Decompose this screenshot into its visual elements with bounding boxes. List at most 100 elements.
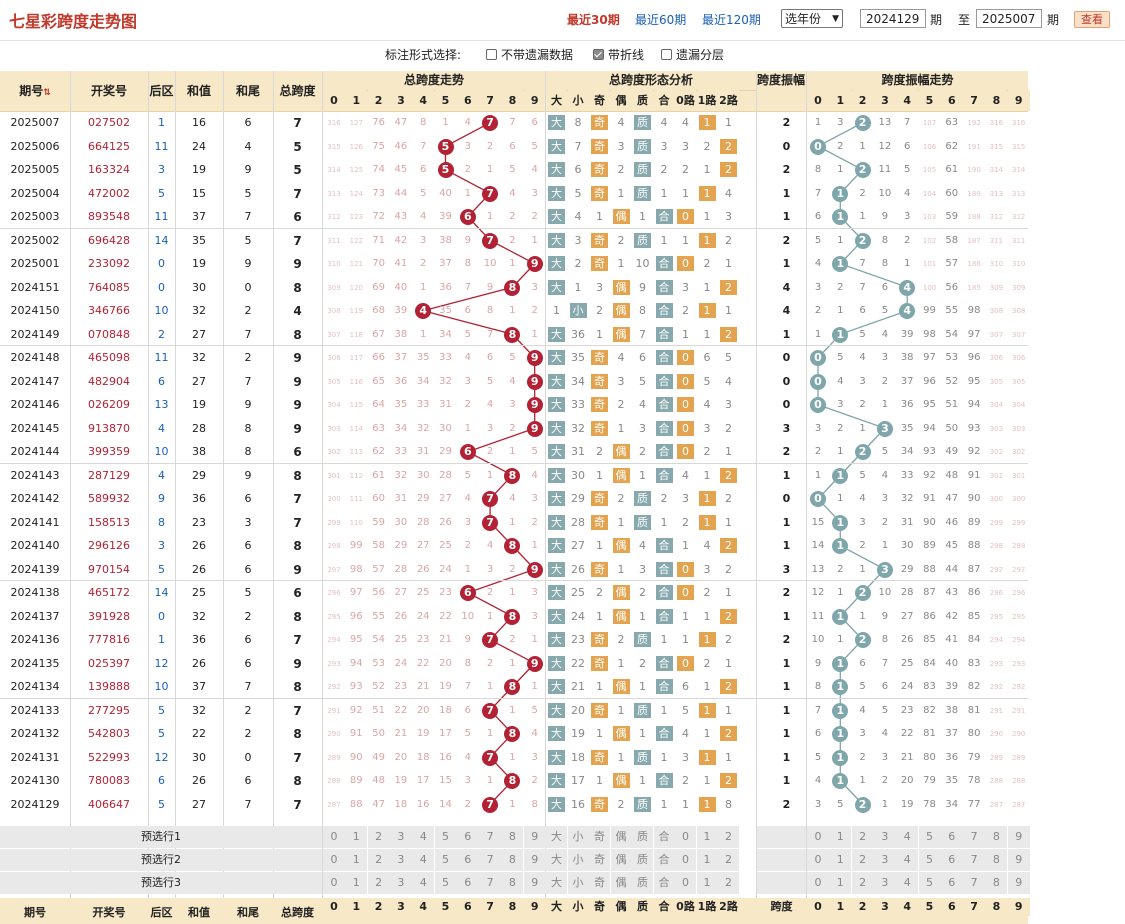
preselect-digit[interactable]: 5 xyxy=(434,826,457,848)
preselect-digit[interactable]: 1 xyxy=(345,849,368,871)
checkbox-icon[interactable] xyxy=(661,49,672,60)
preselect-amp-digit[interactable]: 4 xyxy=(896,826,919,848)
preselect-amp-digit[interactable]: 7 xyxy=(963,826,986,848)
range-60-link[interactable]: 最近60期 xyxy=(635,13,687,27)
preselect-shape[interactable]: 合 xyxy=(653,849,675,871)
preselect-digit[interactable]: 2 xyxy=(367,872,390,894)
period-from-input[interactable]: 2024129 xyxy=(860,9,926,28)
preselect-digit[interactable]: 1 xyxy=(345,872,368,894)
preselect-shape[interactable]: 0 xyxy=(675,826,696,848)
preselect-amp-digit[interactable]: 7 xyxy=(963,849,986,871)
preselect-shape[interactable]: 大 xyxy=(546,872,567,894)
preselect-shape[interactable]: 质 xyxy=(632,872,653,894)
preselect-digit[interactable]: 6 xyxy=(456,872,479,894)
preselect-amp-digit[interactable]: 8 xyxy=(985,849,1008,871)
option-layer[interactable]: 遗漏分层 xyxy=(661,46,724,63)
preselect-shape[interactable]: 奇 xyxy=(589,872,610,894)
range-120-link[interactable]: 最近120期 xyxy=(702,13,761,27)
preselect-digit[interactable]: 9 xyxy=(523,872,546,894)
preselect-amp-digit[interactable]: 5 xyxy=(918,872,941,894)
preselect-digit[interactable]: 7 xyxy=(479,872,502,894)
preselect-amp-digit[interactable]: 6 xyxy=(940,849,963,871)
checkbox-checked-icon[interactable] xyxy=(593,49,604,60)
preselect-shape[interactable]: 合 xyxy=(653,872,675,894)
preselect-digit[interactable]: 9 xyxy=(523,826,546,848)
preselect-digit[interactable]: 6 xyxy=(456,826,479,848)
preselect-shape[interactable]: 奇 xyxy=(589,826,610,848)
preselect-digit[interactable]: 3 xyxy=(389,826,412,848)
preselect-shape[interactable]: 质 xyxy=(632,826,653,848)
preselect-digit[interactable]: 1 xyxy=(345,826,368,848)
preselect-amp-digit[interactable]: 8 xyxy=(985,872,1008,894)
preselect-digit[interactable]: 4 xyxy=(412,826,435,848)
preselect-digit[interactable]: 2 xyxy=(367,826,390,848)
preselect-amp-digit[interactable]: 1 xyxy=(829,826,852,848)
preselect-amp-digit[interactable]: 1 xyxy=(829,872,852,894)
preselect-digit[interactable]: 6 xyxy=(456,849,479,871)
preselect-amp-digit[interactable]: 9 xyxy=(1007,872,1030,894)
preselect-amp-digit[interactable]: 0 xyxy=(807,826,829,848)
preselect-amp-digit[interactable]: 8 xyxy=(985,826,1008,848)
preselect-digit[interactable]: 9 xyxy=(523,849,546,871)
preselect-shape[interactable]: 2 xyxy=(718,826,739,848)
preselect-amp-digit[interactable]: 1 xyxy=(829,849,852,871)
preselect-digit[interactable]: 8 xyxy=(501,826,524,848)
preselect-shape[interactable]: 偶 xyxy=(610,826,632,848)
preselect-shape[interactable]: 质 xyxy=(632,849,653,871)
preselect-digit[interactable]: 7 xyxy=(479,849,502,871)
preselect-shape[interactable]: 奇 xyxy=(589,849,610,871)
preselect-shape[interactable]: 偶 xyxy=(610,849,632,871)
preselect-amp-digit[interactable]: 7 xyxy=(963,872,986,894)
preselect-shape[interactable]: 小 xyxy=(567,849,589,871)
preselect-digit[interactable]: 0 xyxy=(323,872,345,894)
preselect-shape[interactable]: 2 xyxy=(718,849,739,871)
header-issue[interactable]: 期号⇅ xyxy=(0,71,70,112)
preselect-digit[interactable]: 4 xyxy=(412,872,435,894)
preselect-digit[interactable]: 3 xyxy=(389,849,412,871)
preselect-amp-digit[interactable]: 0 xyxy=(807,849,829,871)
preselect-digit[interactable]: 0 xyxy=(323,826,345,848)
sort-arrows-icon[interactable]: ⇅ xyxy=(43,88,51,98)
preselect-shape[interactable]: 合 xyxy=(653,826,675,848)
preselect-shape[interactable]: 大 xyxy=(546,826,567,848)
preselect-amp-digit[interactable]: 3 xyxy=(873,872,896,894)
preselect-amp-digit[interactable]: 9 xyxy=(1007,826,1030,848)
checkbox-icon[interactable] xyxy=(486,49,497,60)
range-30-link[interactable]: 最近30期 xyxy=(567,13,620,27)
preselect-shape[interactable]: 0 xyxy=(675,872,696,894)
preselect-shape[interactable]: 0 xyxy=(675,849,696,871)
period-to-input[interactable]: 2025007 xyxy=(976,9,1042,28)
preselect-amp-digit[interactable]: 9 xyxy=(1007,849,1030,871)
preselect-amp-digit[interactable]: 3 xyxy=(873,826,896,848)
preselect-digit[interactable]: 5 xyxy=(434,849,457,871)
preselect-digit[interactable]: 8 xyxy=(501,872,524,894)
preselect-shape[interactable]: 小 xyxy=(567,826,589,848)
preselect-amp-digit[interactable]: 2 xyxy=(851,826,874,848)
preselect-shape[interactable]: 1 xyxy=(696,849,718,871)
preselect-digit[interactable]: 4 xyxy=(412,849,435,871)
preselect-amp-digit[interactable]: 4 xyxy=(896,849,919,871)
preselect-digit[interactable]: 5 xyxy=(434,872,457,894)
preselect-amp-digit[interactable]: 6 xyxy=(940,872,963,894)
year-select[interactable]: 选年份 ▼ xyxy=(781,9,843,28)
preselect-amp-digit[interactable]: 5 xyxy=(918,849,941,871)
preselect-amp-digit[interactable]: 2 xyxy=(851,872,874,894)
preselect-amp-digit[interactable]: 4 xyxy=(896,872,919,894)
option-line[interactable]: 带折线 xyxy=(593,46,644,63)
preselect-shape[interactable]: 偶 xyxy=(610,872,632,894)
preselect-amp-digit[interactable]: 0 xyxy=(807,872,829,894)
preselect-shape[interactable]: 1 xyxy=(696,872,718,894)
preselect-digit[interactable]: 8 xyxy=(501,849,524,871)
preselect-digit[interactable]: 0 xyxy=(323,849,345,871)
preselect-amp-digit[interactable]: 3 xyxy=(873,849,896,871)
preselect-shape[interactable]: 小 xyxy=(567,872,589,894)
preselect-shape[interactable]: 1 xyxy=(696,826,718,848)
view-button[interactable]: 查看 xyxy=(1074,11,1110,28)
preselect-shape[interactable]: 大 xyxy=(546,849,567,871)
preselect-digit[interactable]: 7 xyxy=(479,826,502,848)
preselect-shape[interactable]: 2 xyxy=(718,872,739,894)
preselect-amp-digit[interactable]: 5 xyxy=(918,826,941,848)
preselect-digit[interactable]: 2 xyxy=(367,849,390,871)
preselect-amp-digit[interactable]: 2 xyxy=(851,849,874,871)
preselect-digit[interactable]: 3 xyxy=(389,872,412,894)
